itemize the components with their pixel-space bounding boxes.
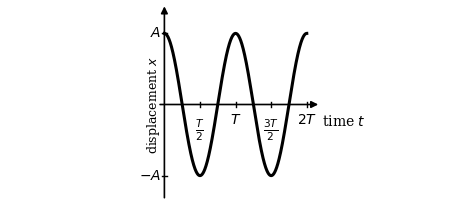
Text: $\frac{3T}{2}$: $\frac{3T}{2}$ (263, 117, 279, 143)
Text: $T$: $T$ (230, 113, 241, 127)
Text: $2T$: $2T$ (297, 113, 317, 127)
Text: displacement $x$: displacement $x$ (145, 55, 162, 154)
Text: $\frac{T}{2}$: $\frac{T}{2}$ (195, 117, 205, 143)
Text: $-A$: $-A$ (139, 169, 161, 183)
Text: $A$: $A$ (150, 26, 161, 40)
Text: time $t$: time $t$ (322, 114, 365, 129)
